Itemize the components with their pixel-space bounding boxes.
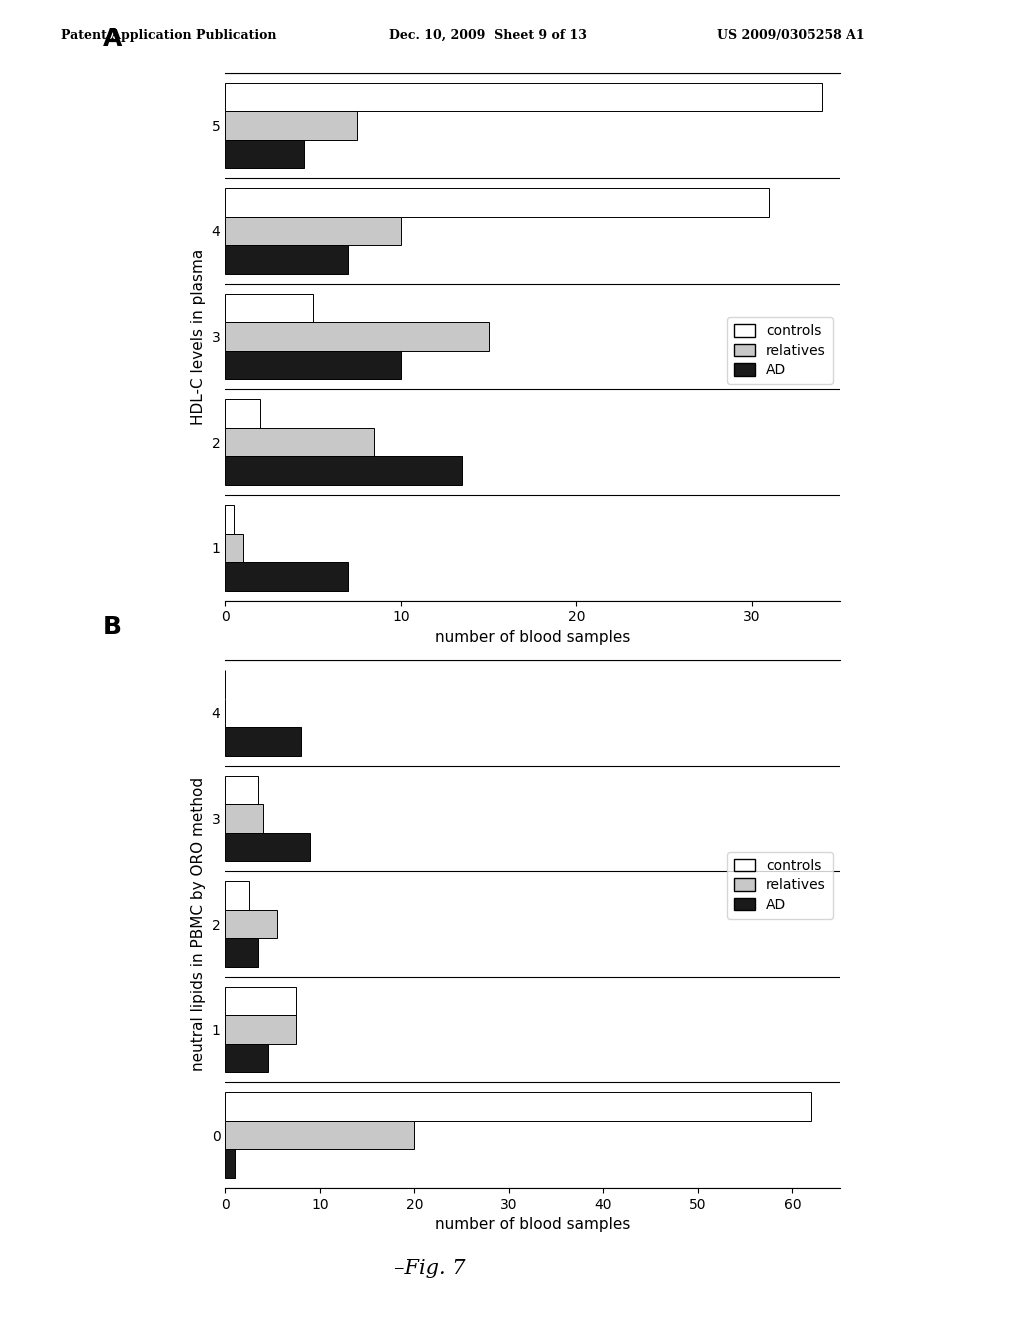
Bar [225,939,258,966]
Text: B: B [102,615,122,639]
Bar [225,246,348,273]
Legend: controls, relatives, AD: controls, relatives, AD [727,317,833,384]
Bar [225,1015,296,1044]
Text: US 2009/0305258 A1: US 2009/0305258 A1 [717,29,864,42]
Bar [225,140,304,168]
Text: Patent Application Publication: Patent Application Publication [61,29,276,42]
Legend: controls, relatives, AD: controls, relatives, AD [727,851,833,919]
Bar [225,400,260,428]
Y-axis label: HDL-C levels in plasma: HDL-C levels in plasma [191,248,206,425]
Bar [225,428,375,457]
Bar [225,727,301,755]
Bar [225,351,400,379]
Bar [225,216,400,246]
Bar [225,457,462,484]
Bar [225,776,258,804]
Bar [225,1044,268,1072]
Bar [225,562,348,590]
Bar [225,506,234,533]
Y-axis label: neutral lipids in PBMC by ORO method: neutral lipids in PBMC by ORO method [191,777,206,1071]
Bar [225,987,296,1015]
Bar [225,1150,234,1177]
X-axis label: number of blood samples: number of blood samples [435,630,630,645]
Text: –Fig. 7: –Fig. 7 [394,1259,466,1278]
Bar [225,111,357,140]
Bar [225,533,243,562]
Bar [225,189,769,216]
Bar [225,804,263,833]
Bar [225,294,313,322]
Bar [225,833,310,861]
X-axis label: number of blood samples: number of blood samples [435,1217,630,1233]
Text: Dec. 10, 2009  Sheet 9 of 13: Dec. 10, 2009 Sheet 9 of 13 [389,29,587,42]
Bar [225,909,278,939]
Text: A: A [102,28,122,51]
Bar [225,1121,415,1150]
Bar [225,83,822,111]
Bar [225,322,488,351]
Bar [225,1093,811,1121]
Bar [225,882,249,909]
